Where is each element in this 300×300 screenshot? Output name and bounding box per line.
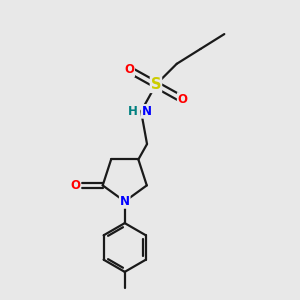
Text: O: O	[178, 93, 188, 106]
Text: O: O	[70, 179, 80, 192]
Text: H: H	[128, 105, 138, 118]
Text: N: N	[141, 105, 152, 118]
Text: N: N	[120, 195, 130, 208]
Text: S: S	[151, 77, 161, 92]
Text: O: O	[124, 63, 134, 76]
